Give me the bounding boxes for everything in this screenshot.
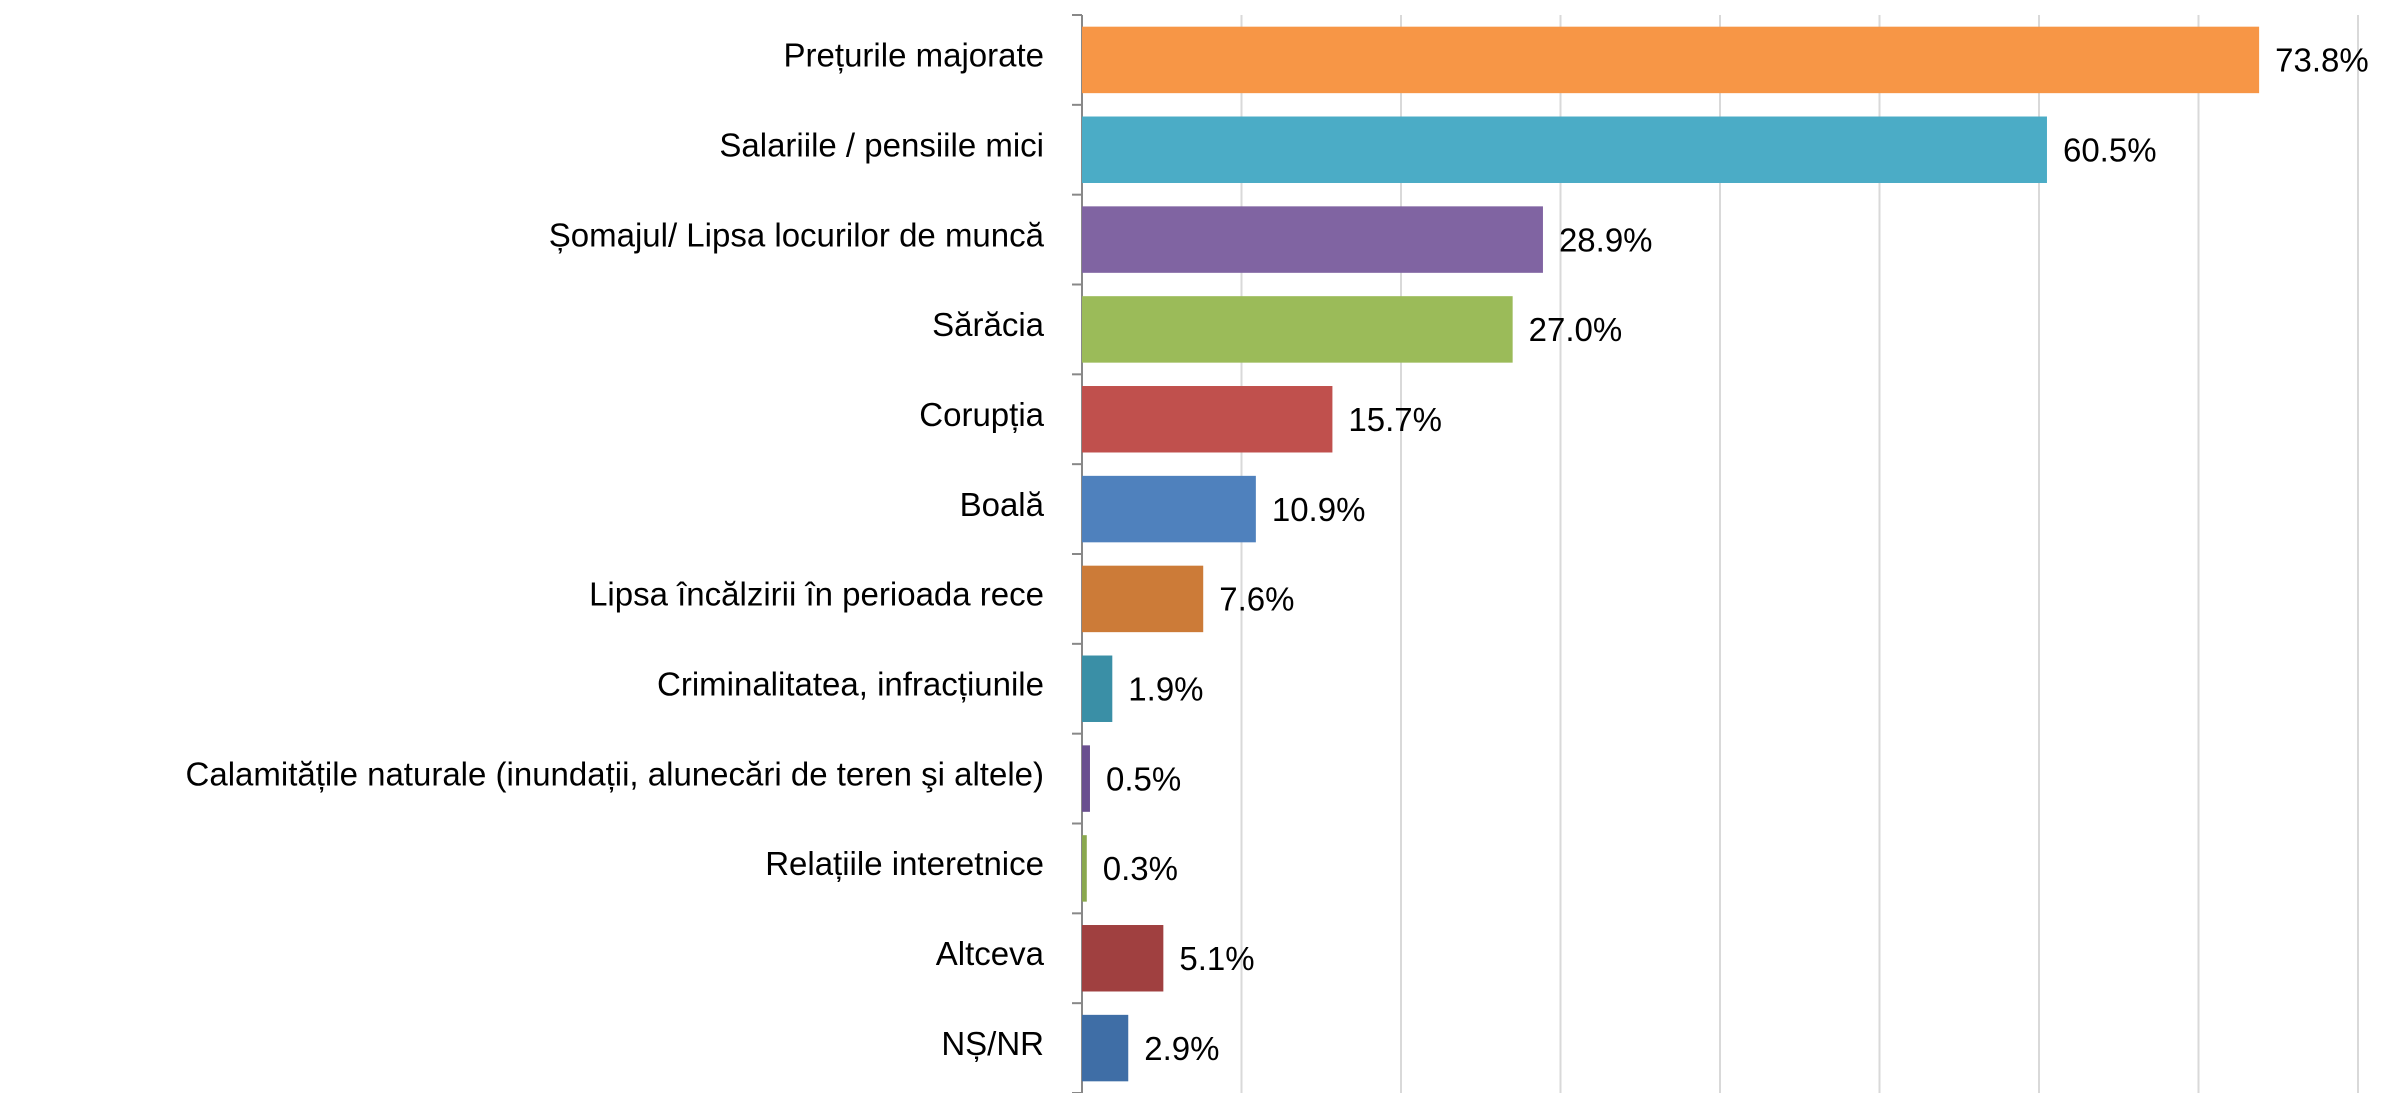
bar (1082, 386, 1333, 453)
value-label: 2.9% (1144, 1030, 1219, 1067)
value-label: 73.8% (2275, 42, 2369, 79)
y-tick-label: Calamitățile naturale (inundații, alunec… (186, 755, 1044, 792)
y-tick-label: Salariile / pensiile mici (719, 126, 1044, 163)
bar (1082, 206, 1543, 273)
y-tick-label: NȘ/NR (941, 1025, 1044, 1062)
value-label: 10.9% (1272, 491, 1366, 528)
bar (1082, 655, 1113, 722)
bar (1082, 1014, 1129, 1082)
bar (1082, 475, 1256, 543)
bar (1082, 745, 1090, 812)
value-label: 28.9% (1559, 221, 1653, 258)
bar (1082, 116, 2047, 183)
y-tick-label: Relațiile interetnice (765, 845, 1044, 882)
bar (1082, 835, 1087, 902)
y-tick-label: Prețurile majorate (784, 37, 1044, 74)
bar (1082, 296, 1513, 363)
y-tick-label: Lipsa încălzirii în perioada rece (589, 576, 1044, 613)
y-tick-label: Șomajul/ Lipsa locurilor de muncă (549, 216, 1045, 253)
y-tick-label: Boală (960, 486, 1045, 523)
value-label: 15.7% (1348, 401, 1442, 438)
bar (1082, 565, 1204, 633)
y-tick-label: Altceva (936, 935, 1045, 972)
value-label: 7.6% (1219, 581, 1294, 618)
value-label: 0.3% (1103, 850, 1178, 887)
y-tick-label: Sărăcia (932, 306, 1045, 343)
value-label: 27.0% (1529, 311, 1623, 348)
y-tick-label: Corupția (919, 396, 1044, 433)
bar (1082, 26, 2260, 94)
value-label: 5.1% (1179, 940, 1254, 977)
value-label: 60.5% (2063, 131, 2157, 168)
y-tick-label: Criminalitatea, infracțiunile (657, 665, 1044, 702)
bar (1082, 925, 1164, 992)
value-label: 0.5% (1106, 760, 1181, 797)
value-label: 1.9% (1128, 670, 1203, 707)
